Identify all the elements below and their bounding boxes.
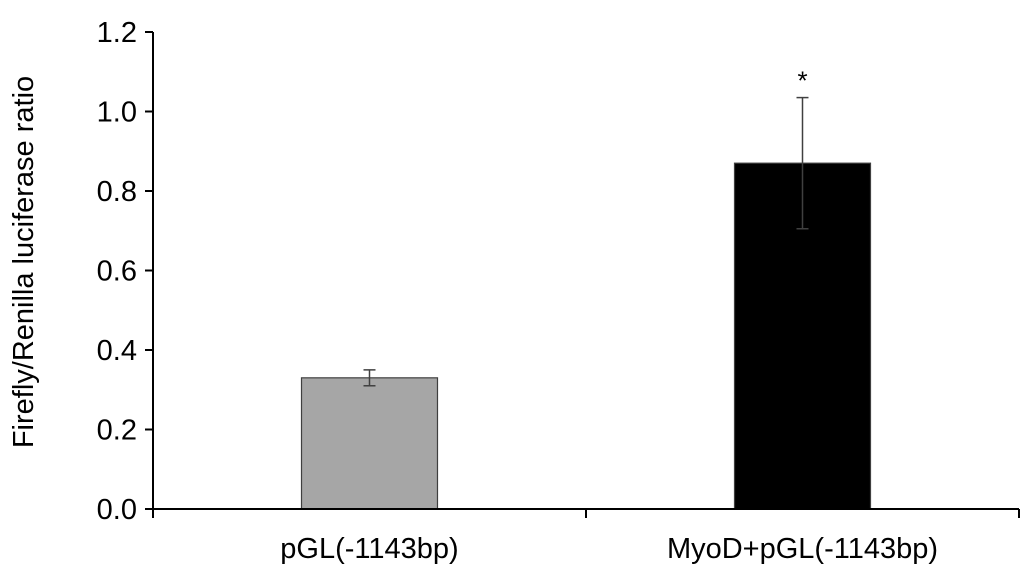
x-category-label: pGL(-1143bp) xyxy=(280,533,458,565)
y-tick-label: 0.8 xyxy=(97,176,137,208)
y-axis-title: Firefly/Renilla luciferase ratio xyxy=(8,76,40,448)
y-tick-label: 1.2 xyxy=(97,17,137,49)
x-axis-ticks xyxy=(152,509,1020,518)
significance-marker: * xyxy=(797,66,807,96)
bar-1 xyxy=(300,377,439,510)
y-tick-label: 0.0 xyxy=(97,494,137,526)
annotations: * xyxy=(797,66,807,96)
y-tick-label: 0.4 xyxy=(97,335,137,367)
error-bars xyxy=(363,96,809,387)
y-tick-label: 1.0 xyxy=(97,97,137,129)
y-tick-label: 0.2 xyxy=(97,415,137,447)
category-labels: pGL(-1143bp) MyoD+pGL(-1143bp) xyxy=(280,533,938,565)
y-tick-label: 0.6 xyxy=(97,256,137,288)
y-axis-ticks: 0.0 0.2 0.4 0.6 0.8 1.0 1.2 xyxy=(97,17,153,526)
x-category-label: MyoD+pGL(-1143bp) xyxy=(667,533,938,565)
bars xyxy=(300,162,872,510)
